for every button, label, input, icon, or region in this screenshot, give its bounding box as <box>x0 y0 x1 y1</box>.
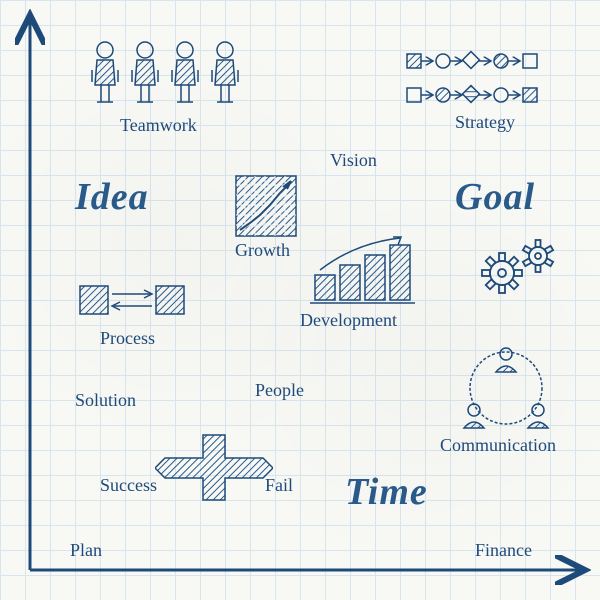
growth-icon <box>235 175 297 237</box>
growth-label: Growth <box>235 240 290 261</box>
time-label: Time <box>345 470 428 514</box>
people-label: People <box>255 380 304 401</box>
development-icon <box>305 235 420 307</box>
communication-icon <box>450 340 562 432</box>
development-label: Development <box>300 310 397 331</box>
solution-label: Solution <box>75 390 136 411</box>
teamwork-icon <box>80 40 250 115</box>
process-icon <box>78 278 188 326</box>
signpost-icon <box>155 430 273 502</box>
communication-label: Communication <box>440 435 556 456</box>
strategy-label: Strategy <box>455 112 515 133</box>
idea-label: Idea <box>75 175 149 219</box>
strategy-icon <box>405 50 540 108</box>
plan-label: Plan <box>70 540 102 561</box>
goal-label: Goal <box>455 175 535 219</box>
teamwork-label: Teamwork <box>120 115 197 136</box>
finance-label: Finance <box>475 540 532 561</box>
vision-label: Vision <box>330 150 377 171</box>
gears-icon <box>480 238 565 303</box>
fail-label: Fail <box>265 475 293 496</box>
success-label: Success <box>100 475 157 496</box>
process-label: Process <box>100 328 155 349</box>
